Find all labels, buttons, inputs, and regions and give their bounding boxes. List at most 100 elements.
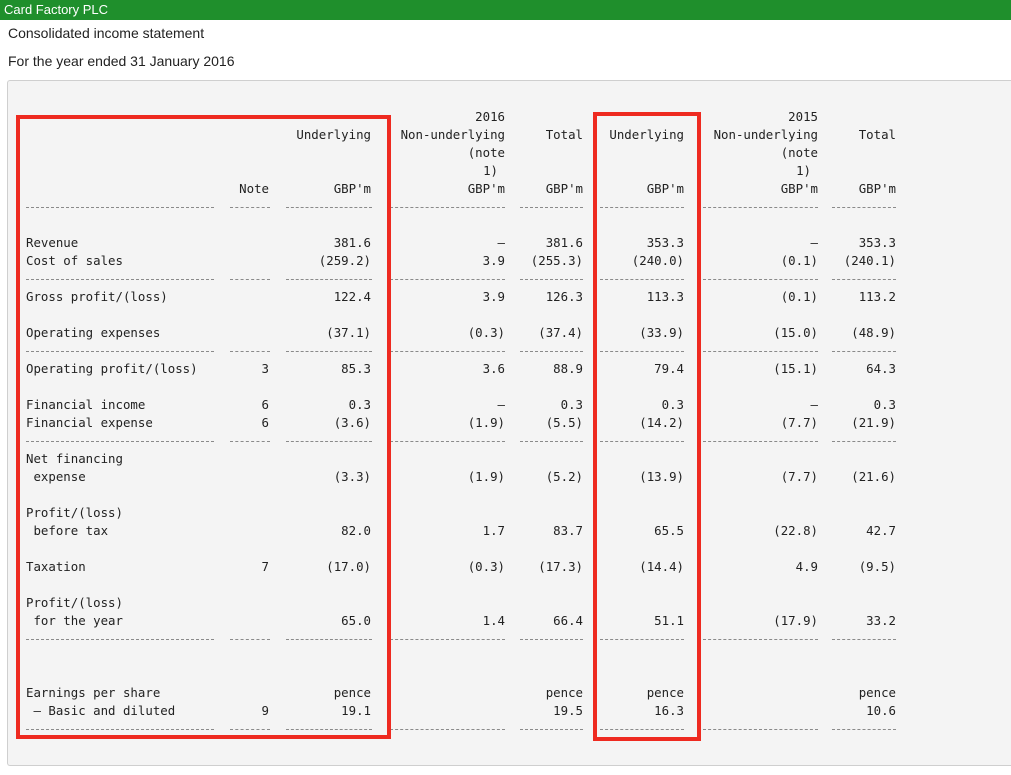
row-note: 9 xyxy=(261,703,269,718)
table-rule xyxy=(390,441,505,442)
header-total-2016: Total xyxy=(545,127,583,142)
value-u16: (37.1) xyxy=(326,325,371,340)
row-label: Financial expense xyxy=(26,415,153,430)
company-name: Card Factory PLC xyxy=(4,2,109,17)
value-t16: 19.5 xyxy=(553,703,583,718)
value-t16: 66.4 xyxy=(553,613,583,628)
value-t16: (17.3) xyxy=(538,559,583,574)
value-t16: (255.3) xyxy=(530,253,583,268)
table-rule xyxy=(600,207,684,208)
row-note: 7 xyxy=(261,559,269,574)
value-u16: 82.0 xyxy=(341,523,371,538)
table-rule xyxy=(832,639,896,640)
table-rule xyxy=(26,639,214,640)
value-t16: 126.3 xyxy=(545,289,583,304)
value-u16: (3.6) xyxy=(333,415,371,430)
table-rule xyxy=(230,729,270,730)
value-n15: (0.1) xyxy=(780,253,818,268)
value-t15: 33.2 xyxy=(866,613,896,628)
table-rule xyxy=(832,207,896,208)
statement-title: Consolidated income statement xyxy=(8,25,205,41)
value-n16: – xyxy=(497,235,505,250)
value-u16: 65.0 xyxy=(341,613,371,628)
value-u16: 0.3 xyxy=(348,397,371,412)
value-u16: (3.3) xyxy=(333,469,371,484)
table-rule xyxy=(230,441,270,442)
table-rule xyxy=(230,207,270,208)
company-title-bar: Card Factory PLC xyxy=(0,0,1011,20)
table-rule xyxy=(520,729,583,730)
table-rule xyxy=(26,279,214,280)
value-n16: 3.6 xyxy=(482,361,505,376)
value-t15: (48.9) xyxy=(851,325,896,340)
value-n15: – xyxy=(810,235,818,250)
value-t15: (9.5) xyxy=(858,559,896,574)
value-u15: 113.3 xyxy=(646,289,684,304)
header-non-underlying-2015: Non-underlying xyxy=(713,127,818,142)
row-label: Profit/(loss) xyxy=(26,595,123,610)
value-t15: (21.9) xyxy=(851,415,896,430)
table-rule xyxy=(520,441,583,442)
value-t15: 0.3 xyxy=(873,397,896,412)
table-rule xyxy=(832,729,896,730)
value-t15: 10.6 xyxy=(866,703,896,718)
value-u15: (240.0) xyxy=(631,253,684,268)
table-rule xyxy=(832,351,896,352)
eps-unit-u16: pence xyxy=(333,685,371,700)
row-label-cont: before tax xyxy=(26,523,109,538)
period-text: For the year ended 31 January 2016 xyxy=(8,53,235,69)
row-label: Taxation xyxy=(26,559,86,574)
table-rule xyxy=(600,639,684,640)
eps-unit-t15: pence xyxy=(858,685,896,700)
header-year-2016: 2016 xyxy=(475,109,505,124)
value-u15: 16.3 xyxy=(654,703,684,718)
table-rule xyxy=(703,351,818,352)
value-n15: (22.8) xyxy=(773,523,818,538)
table-rule xyxy=(703,441,818,442)
table-rule xyxy=(26,729,214,730)
header-unit-n15: GBP'm xyxy=(780,181,818,196)
table-rule xyxy=(703,207,818,208)
header-non-underlying-2016: Non-underlying xyxy=(400,127,505,142)
value-n15: – xyxy=(810,397,818,412)
value-n15: (0.1) xyxy=(780,289,818,304)
value-t16: 88.9 xyxy=(553,361,583,376)
income-statement-panel: 2016 2015 Underlying Non-underlying Total Und… xyxy=(7,80,1011,766)
value-u15: 79.4 xyxy=(654,361,684,376)
table-rule xyxy=(286,279,372,280)
value-u15: 65.5 xyxy=(654,523,684,538)
row-label: Financial income xyxy=(26,397,146,412)
table-rule xyxy=(520,207,583,208)
value-u16: 122.4 xyxy=(333,289,371,304)
value-u15: 353.3 xyxy=(646,235,684,250)
row-label-cont: expense xyxy=(26,469,86,484)
header-note-num-2016: 1) xyxy=(483,163,498,178)
value-n15: (15.0) xyxy=(773,325,818,340)
value-u15: (14.4) xyxy=(639,559,684,574)
value-n16: 3.9 xyxy=(482,253,505,268)
table-rule xyxy=(286,639,372,640)
header-unit-n16: GBP'm xyxy=(467,181,505,196)
header-unit-t16: GBP'm xyxy=(545,181,583,196)
header-note: Note xyxy=(239,181,269,196)
table-rule xyxy=(390,351,505,352)
row-label: Net financing xyxy=(26,451,123,466)
table-rule xyxy=(832,279,896,280)
value-t15: (21.6) xyxy=(851,469,896,484)
header-total-2015: Total xyxy=(858,127,896,142)
value-u15: (14.2) xyxy=(639,415,684,430)
row-label-cont: for the year xyxy=(26,613,123,628)
table-rule xyxy=(390,639,505,640)
value-t16: (5.5) xyxy=(545,415,583,430)
value-n15: (7.7) xyxy=(780,469,818,484)
row-label: Revenue xyxy=(26,235,79,250)
row-label: Gross profit/(loss) xyxy=(26,289,168,304)
table-rule xyxy=(520,279,583,280)
value-n15: (17.9) xyxy=(773,613,818,628)
value-t15: 113.2 xyxy=(858,289,896,304)
row-note: 6 xyxy=(261,397,269,412)
value-u16: (17.0) xyxy=(326,559,371,574)
table-rule xyxy=(286,729,372,730)
value-n16: (1.9) xyxy=(467,415,505,430)
row-label: Cost of sales xyxy=(26,253,123,268)
